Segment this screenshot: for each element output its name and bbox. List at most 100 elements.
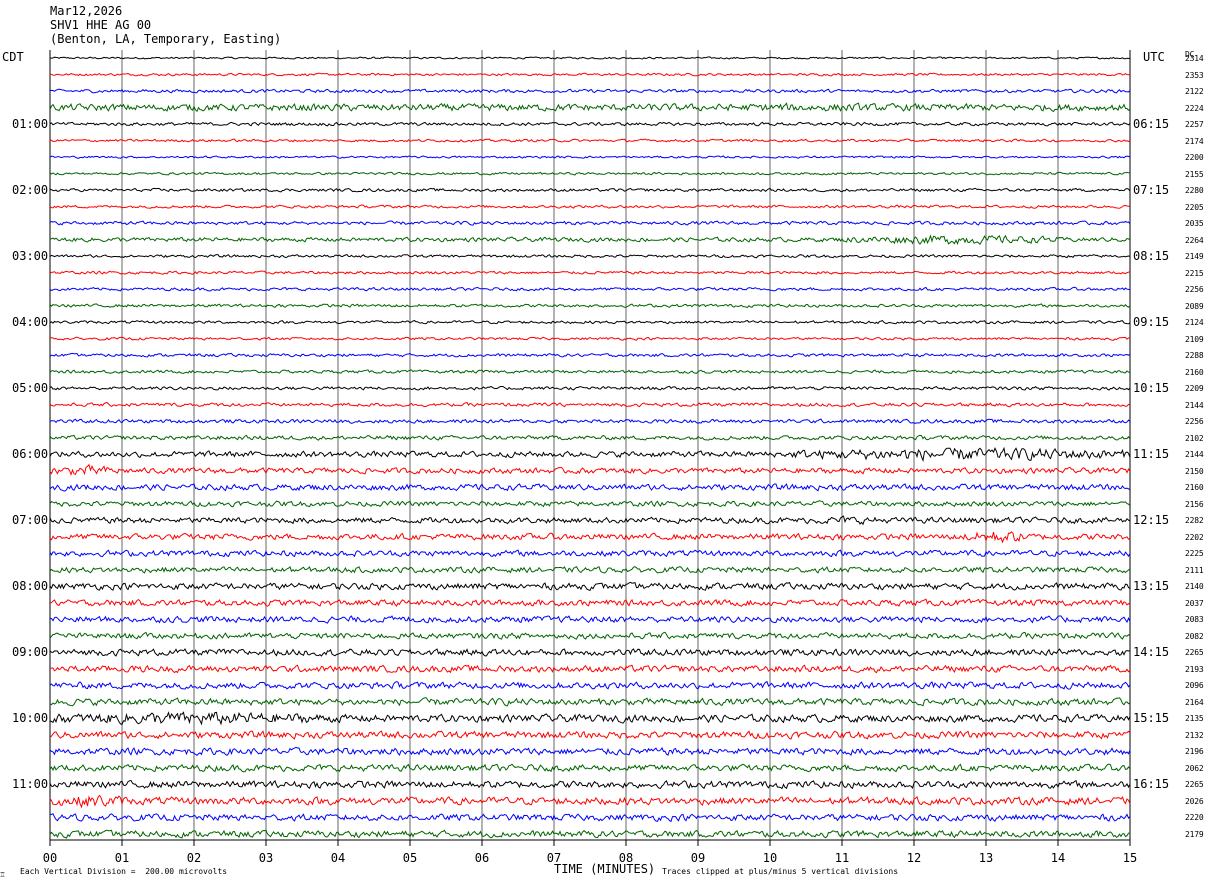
x-tick-label: 11 bbox=[834, 851, 850, 865]
right-time-label: 13:15 bbox=[1133, 579, 1170, 594]
dc-offset-label: 2035 bbox=[1185, 219, 1204, 229]
trace-line bbox=[49, 581, 1131, 592]
trace-line bbox=[49, 385, 1131, 391]
dc-offset-label: 2122 bbox=[1185, 87, 1204, 97]
trace-line bbox=[49, 320, 1131, 325]
right-time-label: 08:15 bbox=[1133, 249, 1170, 264]
dc-offset-label: 2205 bbox=[1185, 202, 1204, 212]
trace-line bbox=[49, 680, 1131, 690]
dc-offset-label: 2155 bbox=[1185, 169, 1204, 179]
trace-line bbox=[49, 463, 1131, 476]
right-time-label: 07:15 bbox=[1133, 183, 1170, 198]
dc-offset-label: 2149 bbox=[1185, 252, 1204, 262]
trace-line bbox=[49, 138, 1131, 143]
trace-line bbox=[49, 598, 1131, 607]
trace-line bbox=[49, 615, 1131, 624]
dc-offset-label: 2156 bbox=[1185, 499, 1204, 509]
dc-offset-label: 2164 bbox=[1185, 697, 1204, 707]
left-time-label: 02:00 bbox=[12, 183, 49, 198]
right-time-label: 14:15 bbox=[1133, 645, 1170, 660]
dc-offset-label: 2196 bbox=[1185, 747, 1204, 757]
x-tick-label: 01 bbox=[114, 851, 130, 865]
left-time-label: 07:00 bbox=[12, 513, 49, 528]
x-tick-label: 03 bbox=[258, 851, 274, 865]
dc-offset-label: 2256 bbox=[1185, 285, 1204, 295]
left-time-label: 05:00 bbox=[12, 381, 49, 396]
trace-line bbox=[49, 566, 1131, 574]
trace-line bbox=[49, 813, 1131, 823]
trace-line bbox=[49, 763, 1131, 773]
dc-offset-label: 2179 bbox=[1185, 830, 1204, 839]
dc-offset-label: 2257 bbox=[1185, 120, 1204, 130]
dc-offset-label: 2256 bbox=[1185, 417, 1204, 427]
dc-offset-label: 2314 bbox=[1185, 54, 1204, 63]
dc-offset-label: 2140 bbox=[1185, 582, 1204, 592]
dc-offset-label: 2132 bbox=[1185, 730, 1204, 740]
trace-line bbox=[49, 500, 1131, 508]
trace-line bbox=[49, 270, 1131, 275]
dc-offset-label: 2109 bbox=[1185, 334, 1204, 344]
left-time-label: 06:00 bbox=[12, 447, 49, 462]
trace-line bbox=[49, 336, 1131, 341]
dc-offset-label: 2096 bbox=[1185, 681, 1204, 691]
left-time-label: 01:00 bbox=[12, 117, 49, 132]
trace-line bbox=[49, 72, 1131, 77]
dc-offset-label: 2111 bbox=[1185, 565, 1204, 575]
trace-line bbox=[49, 434, 1131, 441]
dc-offset-label: 2037 bbox=[1185, 598, 1204, 608]
x-tick-label: 13 bbox=[978, 851, 994, 865]
dc-offset-label: 2160 bbox=[1185, 367, 1204, 377]
trace-line bbox=[49, 794, 1131, 809]
right-time-label: 16:15 bbox=[1133, 777, 1170, 792]
trace-line bbox=[49, 631, 1131, 640]
trace-line bbox=[49, 369, 1131, 375]
dc-offset-label: 2160 bbox=[1185, 483, 1204, 493]
trace-line bbox=[49, 829, 1131, 839]
dc-offset-label: 2282 bbox=[1185, 516, 1204, 526]
trace-line bbox=[49, 549, 1131, 558]
trace-line bbox=[49, 56, 1131, 60]
seismic-traces bbox=[49, 56, 1131, 839]
dc-offset-label: 2124 bbox=[1185, 318, 1204, 328]
scale-footnote: Each Vertical Division = 200.00 microvol… bbox=[20, 867, 228, 876]
dc-offset-label: 2174 bbox=[1185, 136, 1204, 146]
trace-line bbox=[49, 155, 1131, 159]
trace-line bbox=[49, 730, 1131, 740]
trace-line bbox=[49, 88, 1131, 94]
dc-offset-label: 2193 bbox=[1185, 664, 1204, 674]
station-label: SHV1 HHE AG 00 bbox=[50, 18, 152, 32]
trace-line bbox=[49, 664, 1131, 674]
dc-offset-label: 2150 bbox=[1185, 466, 1204, 476]
dc-offset-label: 2264 bbox=[1185, 235, 1204, 245]
dc-offset-label: 2224 bbox=[1185, 103, 1204, 113]
trace-line bbox=[49, 187, 1131, 193]
x-tick-label: 02 bbox=[186, 851, 202, 865]
dc-offset-label: 2083 bbox=[1185, 615, 1204, 625]
dc-offset-label: 2082 bbox=[1185, 631, 1204, 641]
trace-line bbox=[49, 234, 1131, 246]
dc-offset-label: 2135 bbox=[1185, 714, 1204, 724]
right-time-label: 09:15 bbox=[1133, 315, 1170, 330]
trace-line bbox=[49, 402, 1131, 408]
dc-offset-label: 2144 bbox=[1185, 450, 1204, 460]
x-axis-title: TIME (MINUTES) bbox=[554, 862, 656, 876]
x-tick-label: 14 bbox=[1050, 851, 1066, 865]
left-time-label: 03:00 bbox=[12, 249, 49, 264]
dc-offset-label: 2280 bbox=[1185, 186, 1204, 196]
left-timezone-label: CDT bbox=[2, 50, 24, 64]
dc-offset-label: 2200 bbox=[1185, 153, 1204, 163]
dc-offset-label: 2102 bbox=[1185, 433, 1204, 443]
x-tick-label: 05 bbox=[402, 851, 418, 865]
trace-line bbox=[49, 204, 1131, 209]
left-time-label: 11:00 bbox=[12, 777, 49, 792]
trace-line bbox=[49, 171, 1131, 176]
trace-line bbox=[49, 779, 1131, 790]
dc-offset-label: 2288 bbox=[1185, 351, 1204, 361]
trace-line bbox=[49, 697, 1131, 707]
trace-line bbox=[49, 102, 1131, 113]
left-time-label: 10:00 bbox=[12, 711, 49, 726]
x-tick-label: 06 bbox=[474, 851, 490, 865]
dc-offset-label: 2225 bbox=[1185, 549, 1204, 559]
trace-line bbox=[49, 286, 1131, 292]
